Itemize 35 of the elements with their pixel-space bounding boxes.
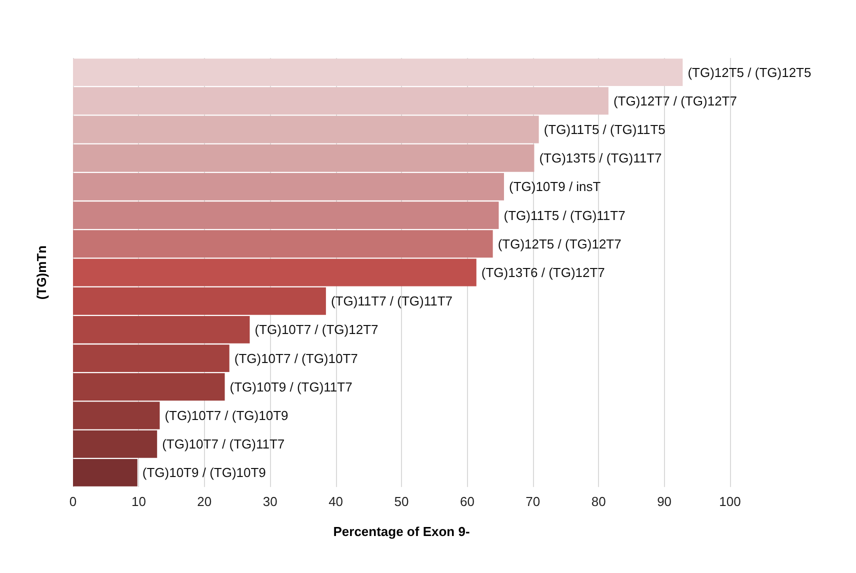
y-tick-label: (TG)13T5 / (TG)11T7 <box>539 150 662 166</box>
x-tick-label: 30 <box>262 494 278 509</box>
y-tick-label: (TG)11T5 / (TG)11T5 <box>544 122 666 137</box>
bar <box>73 230 493 258</box>
x-tick-label: 50 <box>394 494 409 509</box>
x-axis-title: Percentage of Exon 9- <box>333 524 470 539</box>
y-tick-label: (TG)13T6 / (TG)12T7 <box>481 265 605 280</box>
x-tick-label: 100 <box>719 494 741 509</box>
y-tick-label: (TG)10T7 / (TG)12T7 <box>254 322 378 338</box>
y-tick-label: (TG)12T5 / (TG)12T5 <box>688 64 812 80</box>
bar <box>73 58 683 86</box>
y-tick-label: (TG)10T9 / insT <box>508 179 601 194</box>
x-tick-label: 60 <box>460 494 474 509</box>
y-tick-label: (TG)10T9 / (TG)11T7 <box>230 379 352 394</box>
x-tick-label: 0 <box>69 494 77 509</box>
x-tick-label: 20 <box>197 494 212 509</box>
bar <box>73 202 499 230</box>
x-tick-label: 40 <box>328 494 344 509</box>
bar <box>73 116 539 144</box>
bar <box>73 172 504 200</box>
x-tick-label: 70 <box>526 494 540 509</box>
x-tick-label: 90 <box>657 494 672 509</box>
y-tick-label: (TG)11T7 / (TG)11T7 <box>330 294 453 309</box>
y-tick-label: (TG)10T9 / (TG)10T9 <box>142 465 266 480</box>
bar <box>73 87 608 115</box>
y-tick-label: (TG)11T5 / (TG)11T7 <box>504 208 626 223</box>
x-tick-label: 10 <box>131 494 146 509</box>
y-tick-label: (TG)10T7 / (TG)10T7 <box>234 350 358 366</box>
y-tick-label: (TG)12T5 / (TG)12T7 <box>498 236 622 252</box>
bar <box>73 144 534 172</box>
y-tick-label: (TG)10T7 / (TG)11T7 <box>162 436 285 452</box>
x-tick-label: 80 <box>591 494 606 509</box>
y-axis-title: (TG)mTn <box>34 245 49 300</box>
y-tick-label: (TG)10T7 / (TG)10T9 <box>164 408 288 423</box>
y-tick-label: (TG)12T7 / (TG)12T7 <box>613 93 737 108</box>
